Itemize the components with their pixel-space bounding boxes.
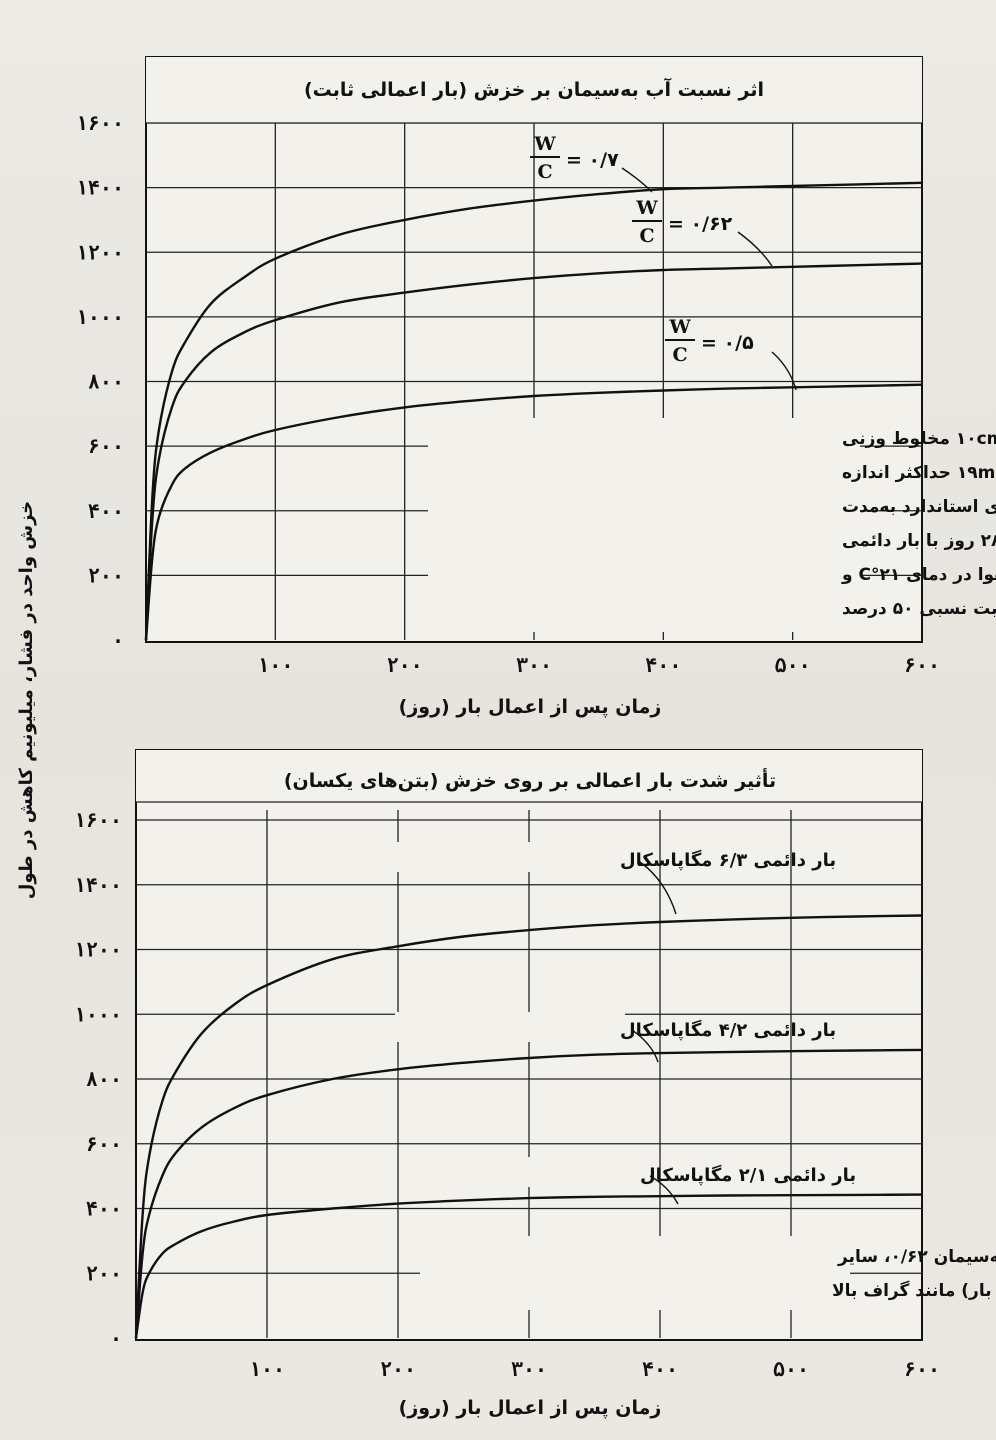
y-tick-label: ۲۰۰ bbox=[86, 1261, 122, 1285]
y-tick-label: ۴۰۰ bbox=[88, 499, 124, 523]
bottom-series-line-2 bbox=[134, 1048, 923, 1339]
series-label-load-42-bg bbox=[395, 1012, 625, 1042]
annotation-line-5: ۵/۶MPa و نگهداری در هوا در دمای ۲۱°C و bbox=[841, 564, 996, 585]
x-tick-label: ۶۰۰ bbox=[904, 1357, 940, 1381]
chart-bottom: تأثیر شدت بار اعمالی بر روی خزش (بتن‌های… bbox=[74, 749, 996, 1419]
series-label-load-42-text: بار دائمی ۴/۲ مگاپاسکال bbox=[620, 1019, 836, 1041]
series-label-load-63-text: بار دائمی ۶/۳ مگاپاسکال bbox=[620, 849, 836, 871]
top-series-line-1 bbox=[144, 181, 923, 641]
chart-bottom-title: تأثیر شدت بار اعمالی بر روی خزش (بتن‌های… bbox=[284, 768, 776, 792]
y-tick-label: ۶۰۰ bbox=[86, 1132, 122, 1156]
chart-top: اثر نسبت آب به‌سیمان بر خزش (بار اعمالی … bbox=[76, 56, 996, 718]
annotation-line-3: سنگدانه‌ها عمل‌آوری استاندارد به‌مدت bbox=[842, 495, 996, 517]
x-tick-label: ۶۰۰ bbox=[904, 653, 940, 677]
y-tick-label: ۱۲۰۰ bbox=[76, 240, 124, 264]
y-tick-label: ۰ bbox=[110, 1326, 122, 1350]
series-label-load-42: بار دائمی ۴/۲ مگاپاسکال bbox=[395, 1012, 836, 1063]
y-tick-label: ۱۰۰۰ bbox=[74, 1002, 122, 1026]
top-series-line-2 bbox=[144, 262, 923, 641]
bottom-series-line-3 bbox=[134, 1193, 923, 1339]
bottom-series-line-1 bbox=[134, 914, 923, 1339]
series-label-load-21: بار دائمی ۲/۱ مگاپاسکال bbox=[415, 1157, 856, 1205]
annotation-line-2: ۱:۴/۲۵، با ۱۹mm حداکثر اندازه bbox=[842, 463, 996, 483]
chart-bottom-x-axis-label: زمان پس از اعمال بار (روز) bbox=[399, 1397, 662, 1419]
series-label-wc-05-denominator: C bbox=[672, 344, 687, 366]
y-tick-label: ۱۴۰۰ bbox=[74, 873, 122, 897]
chart-top-annotation: استوانه‌های بتنی ۱۰cm×۲۰cm مخلوط وزنی ۱:… bbox=[841, 429, 996, 619]
series-label-wc-07-value: = ۰/۷ bbox=[566, 149, 619, 171]
series-label-wc-062: W C = ۰/۶۲ bbox=[632, 197, 773, 267]
x-tick-label: ۱۰۰ bbox=[249, 1357, 285, 1381]
chart-bottom-title-band bbox=[136, 750, 922, 802]
y-tick-label: ۰ bbox=[112, 628, 124, 652]
x-tick-label: ۳۰۰ bbox=[511, 1357, 547, 1381]
chart-top-title-band bbox=[146, 57, 922, 123]
series-label-wc-062-numerator: W bbox=[635, 197, 658, 219]
series-label-load-21-bg bbox=[415, 1157, 645, 1187]
series-label-wc-07-numerator: W bbox=[533, 133, 556, 155]
chart-top-title: اثر نسبت آب به‌سیمان بر خزش (بار اعمالی … bbox=[304, 77, 764, 101]
series-label-wc-05-value: = ۰/۵ bbox=[701, 332, 754, 354]
x-tick-label: ۵۰۰ bbox=[773, 1357, 809, 1381]
series-label-wc-07: W C = ۰/۷ bbox=[530, 133, 653, 193]
annotation-bottom-line-1: نسبت وزنی آب به‌سیمان ۰/۶۲، سایر bbox=[837, 1245, 996, 1267]
series-label-load-42-leader bbox=[631, 1029, 659, 1063]
chart-bottom-annotation-background bbox=[420, 1236, 850, 1310]
y-tick-label: ۱۶۰۰ bbox=[74, 808, 122, 832]
annotation-line-4: ۲۸ روز، بارگذاری در ۲۸ روز با بار دائمی bbox=[842, 530, 996, 551]
chart-bottom-y-tick-labels: ۰ ۲۰۰ ۴۰۰ ۶۰۰ ۸۰۰ ۱۰۰۰ ۱۲۰۰ ۱۴۰۰ ۱۶۰۰ bbox=[74, 808, 122, 1350]
x-tick-label: ۲۰۰ bbox=[387, 653, 423, 677]
x-tick-label: ۱۰۰ bbox=[257, 653, 293, 677]
chart-bottom-curves bbox=[134, 914, 923, 1339]
series-label-wc-05-leader bbox=[771, 351, 797, 391]
y-tick-label: ۱۶۰۰ bbox=[76, 111, 124, 135]
top-series-line-3 bbox=[144, 383, 923, 641]
y-tick-label: ۸۰۰ bbox=[88, 370, 124, 394]
series-label-wc-07-denominator: C bbox=[537, 161, 552, 183]
y-tick-label: ۸۰۰ bbox=[86, 1067, 122, 1091]
chart-top-x-tick-labels: ۱۰۰ ۲۰۰ ۳۰۰ ۴۰۰ ۵۰۰ ۶۰۰ bbox=[257, 653, 940, 677]
x-tick-label: ۳۰۰ bbox=[516, 653, 552, 677]
series-label-wc-05-numerator: W bbox=[668, 316, 691, 338]
series-label-load-21-text: بار دائمی ۲/۱ مگاپاسکال bbox=[640, 1164, 856, 1186]
series-label-load-63-leader bbox=[639, 861, 677, 915]
y-tick-label: ۱۰۰۰ bbox=[76, 305, 124, 329]
y-tick-label: ۱۲۰۰ bbox=[74, 938, 122, 962]
chart-top-y-tick-labels: ۰ ۲۰۰ ۴۰۰ ۶۰۰ ۸۰۰ ۱۰۰۰ ۱۲۰۰ ۱۴۰۰ ۱۶۰۰ bbox=[76, 111, 124, 652]
series-label-load-63-bg bbox=[395, 842, 625, 872]
y-tick-label: ۴۰۰ bbox=[86, 1197, 122, 1221]
chart-top-x-axis-label: زمان پس از اعمال بار (روز) bbox=[399, 696, 662, 718]
x-tick-label: ۵۰۰ bbox=[775, 653, 811, 677]
chart-bottom-annotation: نسبت وزنی آب به‌سیمان ۰/۶۲، سایر مشخصات … bbox=[832, 1245, 996, 1301]
x-tick-label: ۲۰۰ bbox=[380, 1357, 416, 1381]
chart-bottom-x-tick-labels: ۱۰۰ ۲۰۰ ۳۰۰ ۴۰۰ ۵۰۰ ۶۰۰ bbox=[249, 1357, 940, 1381]
x-tick-label: ۴۰۰ bbox=[642, 1357, 678, 1381]
annotation-bottom-line-2: مشخصات (به‌جز بار) مانند گراف بالا bbox=[832, 1280, 996, 1301]
series-label-load-63: بار دائمی ۶/۳ مگاپاسکال bbox=[395, 842, 836, 915]
series-label-wc-05: W C = ۰/۵ bbox=[665, 316, 797, 391]
chart-top-annotation-background bbox=[428, 418, 860, 632]
annotation-line-1: استوانه‌های بتنی ۱۰cm×۲۰cm مخلوط وزنی bbox=[842, 429, 996, 449]
series-label-load-21-leader bbox=[649, 1175, 679, 1205]
y-axis-label: خزش واحد در فشار، میلیونیم کاهش در طول bbox=[16, 501, 37, 900]
y-tick-label: ۲۰۰ bbox=[88, 563, 124, 587]
y-tick-label: ۶۰۰ bbox=[88, 434, 124, 458]
annotation-line-6: رطوبت نسبی ۵۰ درصد bbox=[842, 599, 996, 619]
series-label-wc-062-leader bbox=[737, 231, 773, 267]
series-label-wc-062-denominator: C bbox=[639, 225, 654, 247]
chart-top-curves bbox=[144, 181, 923, 641]
x-tick-label: ۴۰۰ bbox=[645, 653, 681, 677]
series-label-wc-07-leader bbox=[621, 167, 653, 193]
series-label-wc-062-value: = ۰/۶۲ bbox=[668, 213, 733, 235]
y-tick-label: ۱۴۰۰ bbox=[76, 176, 124, 200]
